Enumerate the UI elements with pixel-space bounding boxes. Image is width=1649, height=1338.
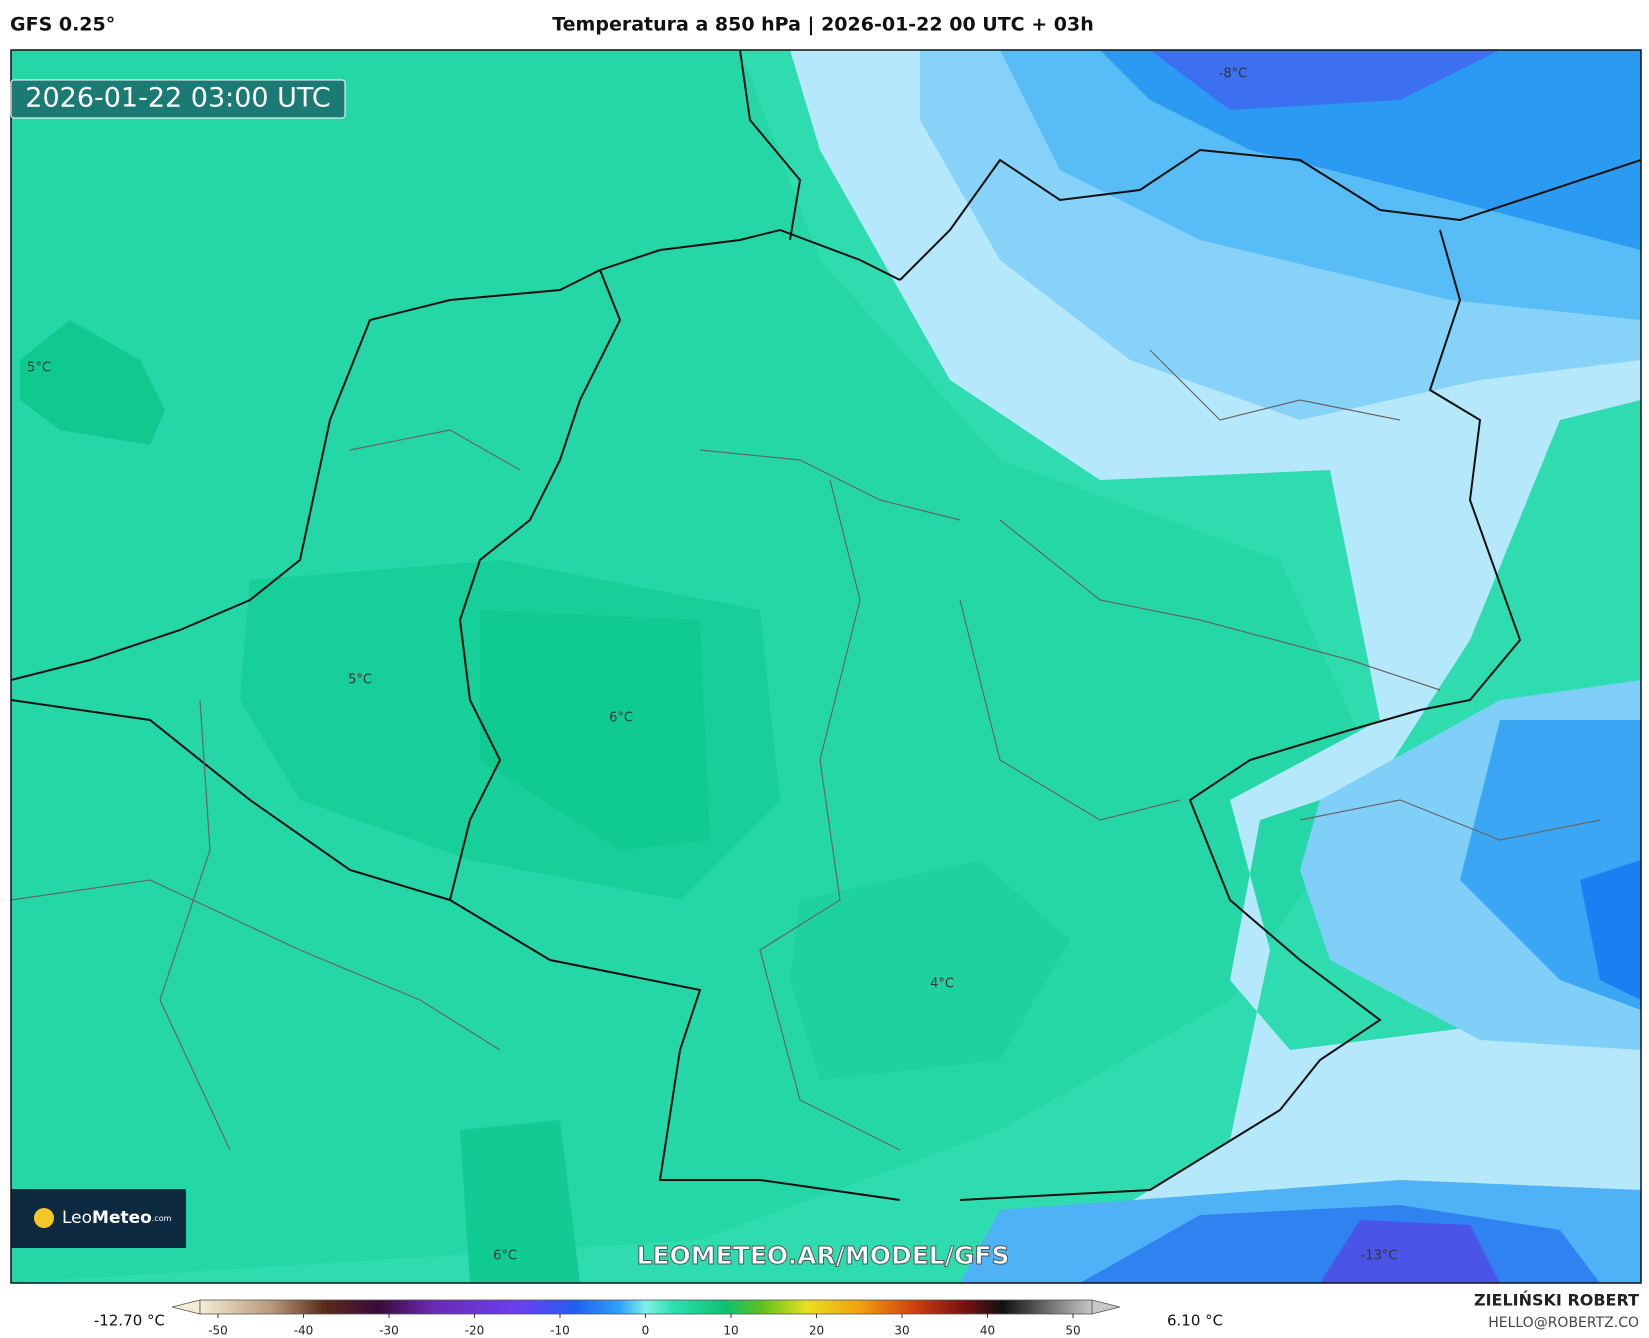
colorbar-tick-label: 50 <box>1065 1324 1080 1338</box>
email: HELLO@ROBERTZ.CO <box>1488 1315 1639 1331</box>
temp-zone <box>480 610 710 850</box>
colorbar-tick-label: -50 <box>208 1324 228 1338</box>
timestamp-box <box>10 79 346 119</box>
colorbar-tick-label: 0 <box>642 1324 650 1338</box>
colorbar-tick-label: -40 <box>294 1324 314 1338</box>
contour-label: 4°C <box>930 977 954 992</box>
map-title: Temperatura a 850 hPa | 2026-01-22 00 UT… <box>552 14 1094 36</box>
watermark: LEOMETEO.AR/MODEL/GFS <box>637 1241 1010 1270</box>
map-frame <box>10 49 1642 1284</box>
logo-second: Meteo <box>92 1208 152 1228</box>
colorbar-tick-label: 40 <box>980 1324 995 1338</box>
contour-label: -8°C <box>1219 67 1248 82</box>
colorbar-tick-label: 30 <box>894 1324 909 1338</box>
temp-zone <box>1320 1220 1500 1283</box>
region-borders <box>11 349 1601 1151</box>
logo-text: LeoMeteo.com <box>62 1208 172 1228</box>
colorbar <box>199 1299 1093 1315</box>
contour-label: -13°C <box>1361 1249 1398 1264</box>
temp-zone <box>20 320 165 445</box>
temp-zone <box>460 1120 580 1283</box>
colorbar-tick-label: -30 <box>379 1324 399 1338</box>
timestamp: 2026-01-22 03:00 UTC <box>25 83 330 114</box>
contour-label: 5°C <box>348 673 372 688</box>
colorbar-max-label: 6.10 °C <box>1167 1312 1223 1330</box>
map: LeoMeteo.com LEOMETEO.AR/MODEL/GFS <box>11 50 1641 1283</box>
colorbar-max-arrow <box>1091 1299 1121 1315</box>
author: ZIELIŃSKI ROBERT <box>1474 1291 1639 1310</box>
contour-label: 5°C <box>27 361 51 376</box>
logo-sun <box>34 1208 54 1228</box>
contour-label: 6°C <box>609 711 633 726</box>
model-name: GFS 0.25° <box>10 14 115 36</box>
colorbar-tick-label: -20 <box>465 1324 485 1338</box>
contour-label: 6°C <box>493 1249 517 1264</box>
temp-zone <box>1580 860 1641 1000</box>
contour-labels: -8°C 5°C 5°C 6°C 4°C 6°C -13°C <box>27 67 1397 1264</box>
temp-zone <box>1150 50 1500 110</box>
colorbar-tick-label: 10 <box>723 1324 738 1338</box>
colorbar-tick-label: -10 <box>550 1324 570 1338</box>
logo-suffix: .com <box>152 1214 172 1223</box>
colorbar-min-arrow <box>171 1299 201 1315</box>
colorbar-ticks: -50 -40 -30 -20 -10 0 10 20 30 40 50 <box>208 1314 1081 1338</box>
colorbar-tick-label: 20 <box>809 1324 824 1338</box>
temp-zone <box>790 860 1070 1080</box>
colorbar-min-label: -12.70 °C <box>94 1312 165 1330</box>
coastlines <box>11 50 1641 1201</box>
logo-first: Leo <box>62 1208 92 1228</box>
